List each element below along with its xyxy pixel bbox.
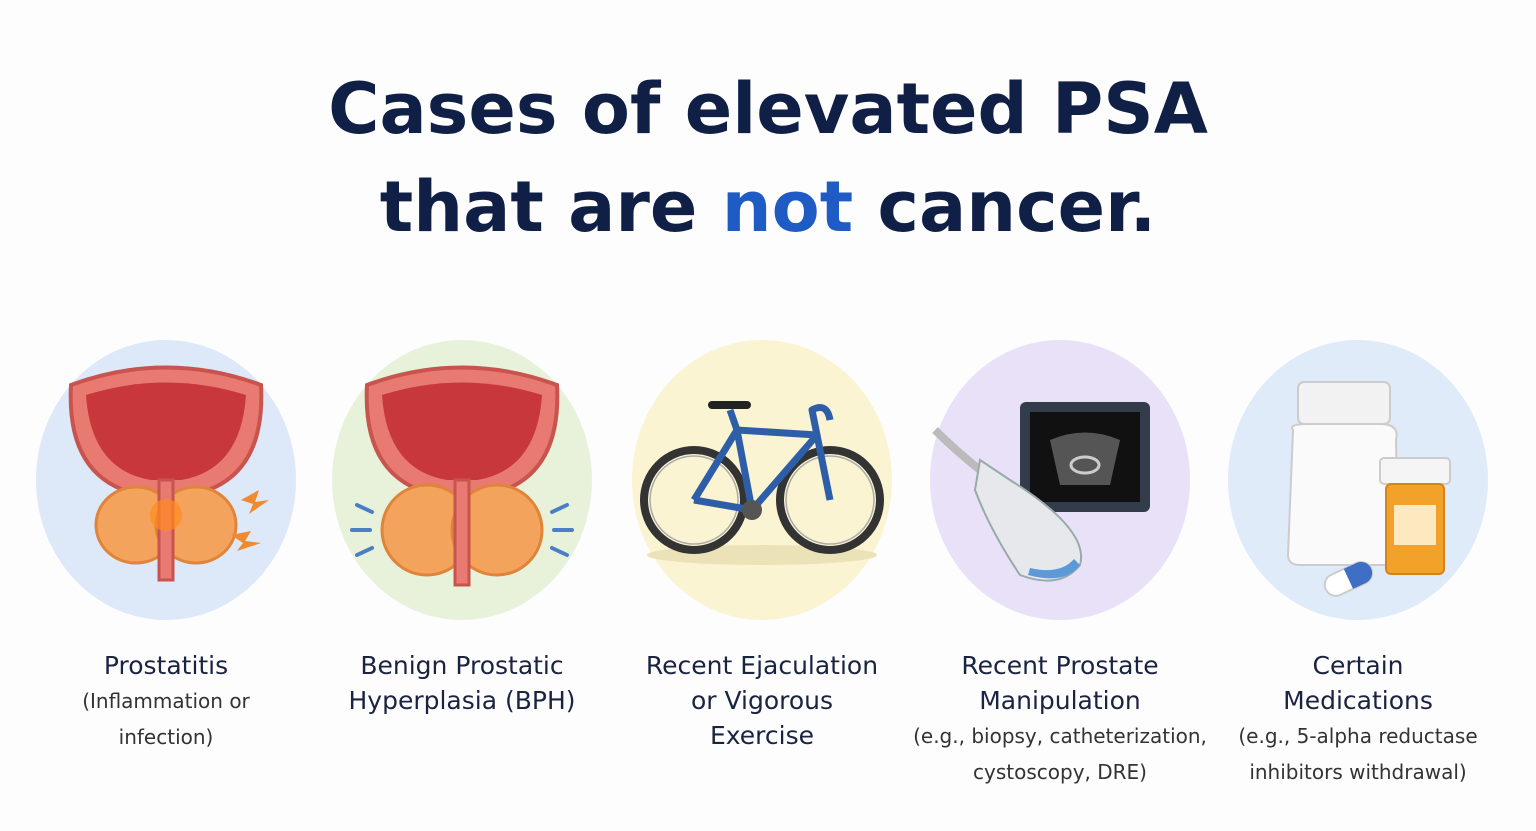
caption-heading: Benign Prostatic [360,651,564,680]
caption-heading: Prostatitis [103,651,229,680]
caption-heading: Recent Ejaculation [645,651,879,680]
caption: Benign Prostatic Hyperplasia (BPH) [302,648,622,718]
caption-description: cystoscopy, DRE) [973,760,1147,784]
caption-heading: Recent Prostate [961,651,1159,680]
caption-description: (e.g., 5-alpha reductase [1238,724,1478,748]
caption-heading: Certain [1312,651,1404,680]
icon [1208,330,1508,630]
icon [612,330,912,630]
title-line: Cases of elevated PSA [328,68,1208,150]
icon [16,330,316,630]
caption-heading: Exercise [709,721,815,750]
caption-heading: Medications [1283,686,1433,715]
title-line: that are not cancer. [0,166,1536,248]
caption-heading: Manipulation [979,686,1141,715]
icon [312,330,612,630]
caption-description: infection) [118,725,214,749]
caption: Recent Ejaculation or Vigorous Exercise [602,648,922,753]
title-text: that are [379,166,698,248]
title-text: cancer. [877,166,1157,248]
caption-heading: Hyperplasia (BPH) [348,686,576,715]
icon [910,330,1210,630]
caption-description: (e.g., biopsy, catheterization, [913,724,1207,748]
caption-description: inhibitors withdrawal) [1249,760,1467,784]
caption: Certain Medications (e.g., 5-alpha reducta… [1198,648,1518,790]
caption: Prostatitis (Inflammation or infection) [6,648,326,755]
caption-description: (Inflammation or [82,689,250,713]
title-highlight: not [721,166,854,248]
caption-heading: or Vigorous [690,686,834,715]
caption: Recent Prostate Manipulation (e.g., biopsy… [900,648,1220,790]
